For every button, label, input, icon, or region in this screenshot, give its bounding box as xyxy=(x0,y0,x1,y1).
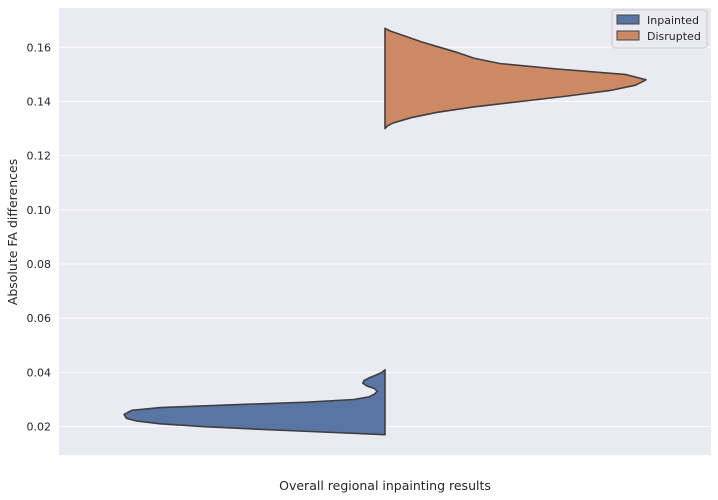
y-tick-label: 0.14 xyxy=(27,95,52,108)
legend-label-disrupted: Disrupted xyxy=(647,30,701,43)
y-tick-label: 0.04 xyxy=(27,366,52,379)
x-axis-label: Overall regional inpainting results xyxy=(279,478,491,493)
y-tick-label: 0.06 xyxy=(27,312,52,325)
legend-swatch-disrupted xyxy=(616,30,640,41)
y-tick-label: 0.08 xyxy=(27,258,52,271)
violin-disrupted xyxy=(384,27,647,130)
legend: Inpainted Disrupted xyxy=(611,9,708,49)
y-tick-label: 0.16 xyxy=(27,41,52,54)
y-axis-label: Absolute FA differences xyxy=(5,159,20,305)
y-tick-label: 0.12 xyxy=(27,150,52,163)
y-tick-label: 0.02 xyxy=(27,421,52,434)
legend-swatch-inpainted xyxy=(616,14,640,25)
y-tick-label: 0.10 xyxy=(27,204,52,217)
legend-label-inpainted: Inpainted xyxy=(647,14,699,27)
y-tick-labels: 0.02 0.04 0.06 0.08 0.10 0.12 0.14 0.16 xyxy=(27,41,52,433)
violins xyxy=(123,27,647,436)
violin-inpainted xyxy=(123,368,386,436)
